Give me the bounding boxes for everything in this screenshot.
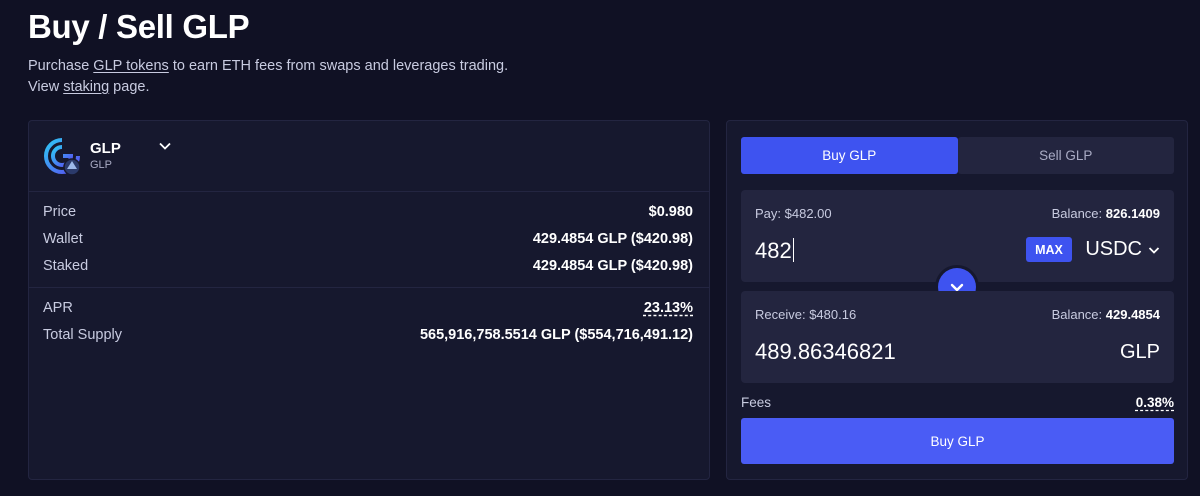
row-value: 429.4854 GLP ($420.98) — [532, 231, 693, 247]
token-name: GLP — [90, 140, 121, 157]
balance-value: 826.1409 — [1105, 206, 1160, 221]
fees-label: Fees — [741, 395, 772, 410]
row-label: Wallet — [43, 231, 83, 247]
row-value: 565,916,758.5514 GLP ($554,716,491.12) — [419, 327, 693, 343]
price-row: Price $0.980 — [29, 201, 709, 228]
stats-rows: APR 23.13% Total Supply 565,916,758.5514… — [29, 297, 709, 351]
pay-amount-value: 482 — [755, 238, 792, 263]
fees-value[interactable]: 0.38% — [1135, 395, 1174, 410]
tab-sell-glp[interactable]: Sell GLP — [957, 137, 1174, 174]
balance-value: 429.4854 — [1105, 307, 1160, 322]
pay-amount-input[interactable]: 482 — [755, 238, 794, 264]
chevron-down-icon[interactable] — [158, 139, 172, 153]
description-text: to earn ETH fees from swaps and leverage… — [168, 58, 509, 74]
fees-row: Fees 0.38% — [741, 395, 1174, 413]
apr-row: APR 23.13% — [29, 297, 709, 324]
pay-token-label: USDC — [1085, 238, 1142, 260]
token-selector[interactable]: GLP GLP — [29, 121, 709, 192]
chevron-down-icon — [1148, 246, 1160, 254]
chevron-down-icon — [950, 283, 964, 292]
pay-token-select[interactable]: USDC — [1085, 238, 1160, 261]
max-button[interactable]: MAX — [1026, 237, 1072, 262]
receive-amount[interactable]: 489.86346821 — [755, 339, 896, 364]
description-text: page. — [109, 79, 150, 95]
glp-info-panel: GLP GLP Price $0.980 Wallet 429.4854 GLP… — [28, 120, 710, 480]
token-symbol: GLP — [90, 159, 113, 171]
receive-token-label: GLP — [1119, 341, 1160, 363]
staking-link[interactable]: staking — [63, 79, 110, 95]
info-rows: Price $0.980 Wallet 429.4854 GLP ($420.9… — [29, 201, 709, 282]
apr-value[interactable]: 23.13% — [643, 300, 693, 316]
staked-row: Staked 429.4854 GLP ($420.98) — [29, 255, 709, 282]
row-label: APR — [43, 300, 73, 316]
balance-label: Balance: — [1051, 307, 1106, 322]
row-label: Price — [43, 204, 77, 220]
buy-glp-button[interactable]: Buy GLP — [741, 418, 1174, 464]
pay-label: Pay: $482.00 — [755, 206, 832, 221]
receive-box: Receive: $480.16 Balance: 429.4854 489.8… — [741, 291, 1174, 383]
description-text: View — [28, 79, 64, 95]
divider — [29, 287, 709, 288]
row-label: Staked — [43, 258, 89, 274]
row-value: 429.4854 GLP ($420.98) — [532, 258, 693, 274]
pay-balance: Balance: 826.1409 — [1052, 206, 1160, 221]
row-value: $0.980 — [648, 204, 693, 220]
balance-label: Balance: — [1051, 206, 1106, 221]
text-caret — [792, 238, 794, 262]
tab-buy-glp[interactable]: Buy GLP — [741, 137, 958, 174]
glp-logo-icon — [44, 138, 81, 175]
page-title: Buy / Sell GLP — [28, 8, 250, 45]
wallet-row: Wallet 429.4854 GLP ($420.98) — [29, 228, 709, 255]
description-text: Purchase — [28, 58, 94, 74]
buy-sell-tabs: Buy GLP Sell GLP — [741, 137, 1174, 174]
total-supply-row: Total Supply 565,916,758.5514 GLP ($554,… — [29, 324, 709, 351]
page-description: Purchase GLP tokens to earn ETH fees fro… — [28, 56, 508, 98]
row-label: Total Supply — [43, 327, 122, 343]
pay-box: Pay: $482.00 Balance: 826.1409 482 MAX U… — [741, 190, 1174, 282]
receive-label: Receive: $480.16 — [755, 307, 857, 322]
swap-panel: Buy GLP Sell GLP Pay: $482.00 Balance: 8… — [726, 120, 1188, 480]
receive-balance: Balance: 429.4854 — [1052, 307, 1160, 322]
glp-tokens-link[interactable]: GLP tokens — [93, 58, 169, 74]
